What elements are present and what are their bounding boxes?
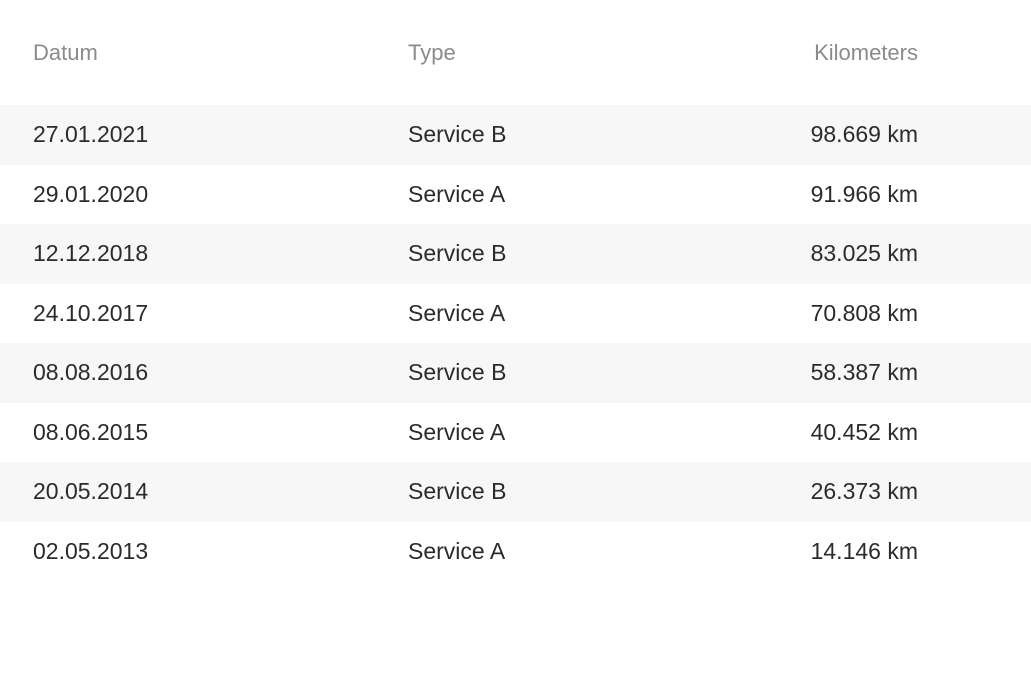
table-row[interactable]: 12.12.2018 Service B 83.025 km — [0, 224, 1031, 284]
cell-kilometers: 70.808 km — [750, 283, 1031, 343]
cell-kilometers: 58.387 km — [750, 343, 1031, 403]
table-header-row: Datum Type Kilometers — [0, 0, 1031, 105]
cell-datum: 27.01.2021 — [0, 105, 375, 165]
table-row[interactable]: 08.08.2016 Service B 58.387 km — [0, 343, 1031, 403]
table-body: 27.01.2021 Service B 98.669 km 29.01.202… — [0, 105, 1031, 581]
cell-datum: 29.01.2020 — [0, 164, 375, 224]
cell-datum: 08.06.2015 — [0, 402, 375, 462]
cell-kilometers: 83.025 km — [750, 224, 1031, 284]
cell-type: Service A — [375, 402, 750, 462]
cell-kilometers: 98.669 km — [750, 105, 1031, 165]
cell-type: Service A — [375, 283, 750, 343]
cell-type: Service B — [375, 105, 750, 165]
cell-datum: 20.05.2014 — [0, 462, 375, 522]
cell-type: Service B — [375, 343, 750, 403]
column-header-kilometers[interactable]: Kilometers — [750, 0, 1031, 105]
table-row[interactable]: 29.01.2020 Service A 91.966 km — [0, 164, 1031, 224]
cell-datum: 12.12.2018 — [0, 224, 375, 284]
cell-kilometers: 40.452 km — [750, 402, 1031, 462]
column-header-type[interactable]: Type — [375, 0, 750, 105]
cell-kilometers: 91.966 km — [750, 164, 1031, 224]
table-header: Datum Type Kilometers — [0, 0, 1031, 105]
cell-type: Service A — [375, 521, 750, 581]
table-row[interactable]: 20.05.2014 Service B 26.373 km — [0, 462, 1031, 522]
table-row[interactable]: 08.06.2015 Service A 40.452 km — [0, 402, 1031, 462]
cell-type: Service A — [375, 164, 750, 224]
cell-kilometers: 14.146 km — [750, 521, 1031, 581]
table-bottom-spacer — [0, 581, 1031, 699]
cell-datum: 08.08.2016 — [0, 343, 375, 403]
column-header-datum[interactable]: Datum — [0, 0, 375, 105]
cell-type: Service B — [375, 462, 750, 522]
table-row[interactable]: 02.05.2013 Service A 14.146 km — [0, 521, 1031, 581]
service-history-table: Datum Type Kilometers 27.01.2021 Service… — [0, 0, 1031, 581]
cell-type: Service B — [375, 224, 750, 284]
table-row[interactable]: 27.01.2021 Service B 98.669 km — [0, 105, 1031, 165]
cell-kilometers: 26.373 km — [750, 462, 1031, 522]
cell-datum: 02.05.2013 — [0, 521, 375, 581]
table-row[interactable]: 24.10.2017 Service A 70.808 km — [0, 283, 1031, 343]
cell-datum: 24.10.2017 — [0, 283, 375, 343]
